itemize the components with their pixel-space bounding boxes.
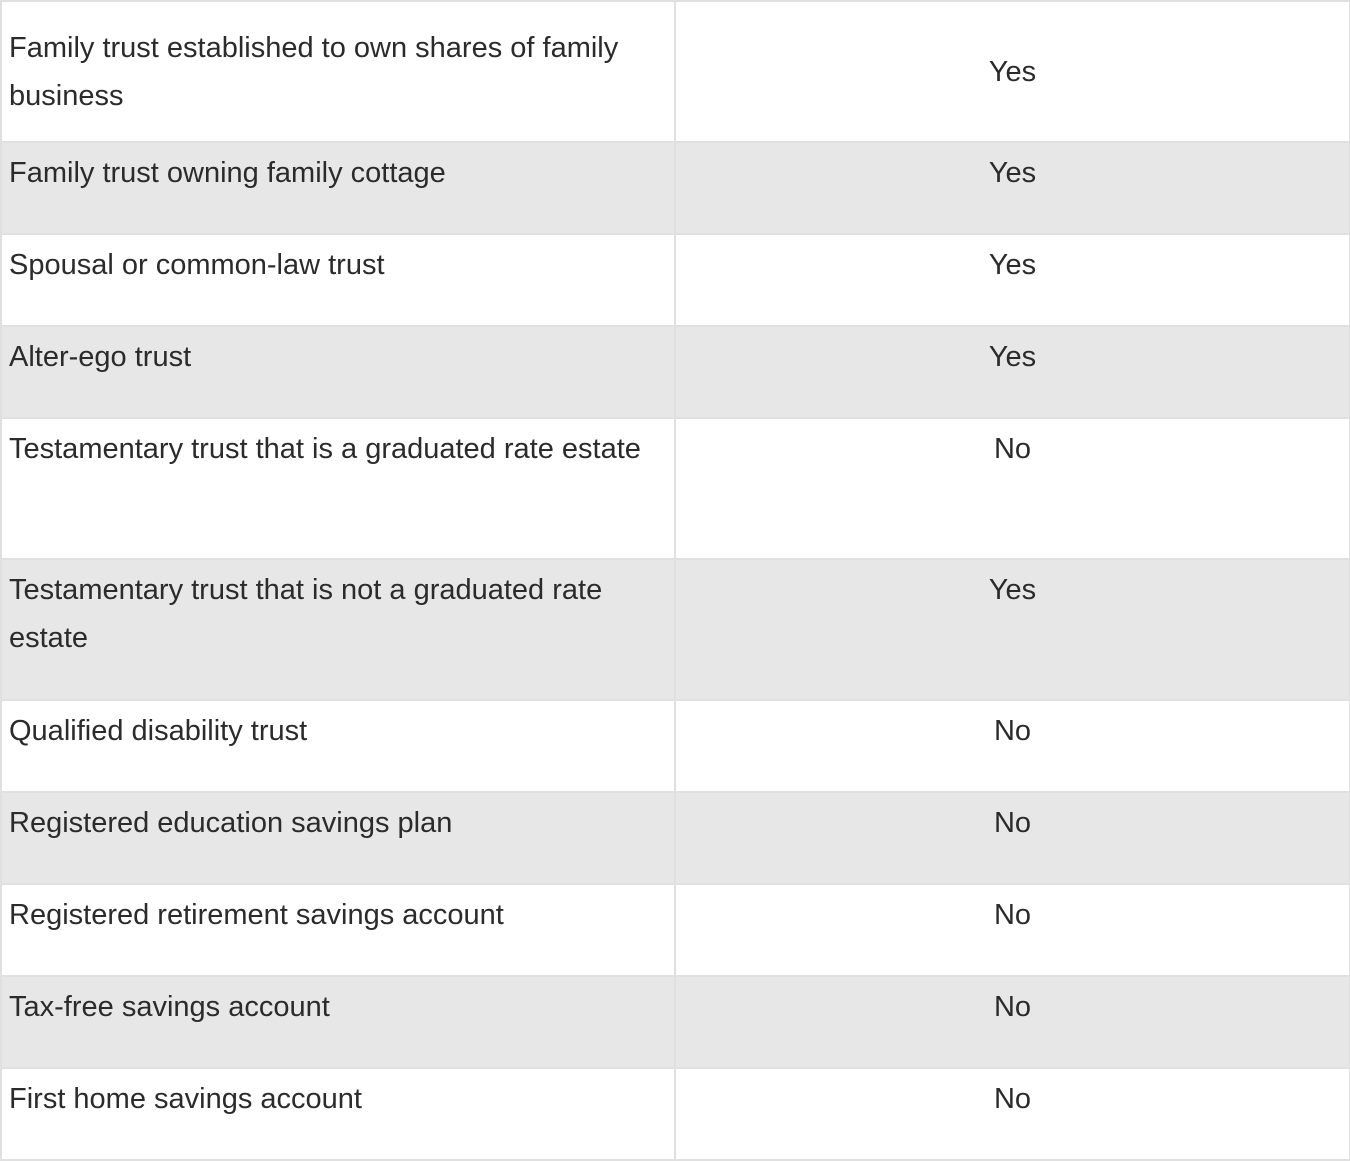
table-row: Registered education savings plan No xyxy=(0,791,1350,885)
row-value: No xyxy=(674,699,1350,793)
table-row: First home savings account No xyxy=(0,1067,1350,1161)
row-value: No xyxy=(674,1067,1350,1161)
row-label: Spousal or common-law trust xyxy=(0,233,676,327)
row-label: Testamentary trust that is a graduated r… xyxy=(0,417,676,560)
row-label: Tax-free savings account xyxy=(0,975,676,1069)
table-row: Registered retirement savings account No xyxy=(0,883,1350,977)
row-label: Qualified disability trust xyxy=(0,699,676,793)
table-row: Alter-ego trust Yes xyxy=(0,325,1350,419)
table-row: Tax-free savings account No xyxy=(0,975,1350,1069)
table-row: Testamentary trust that is a graduated r… xyxy=(0,417,1350,560)
row-label: Family trust owning family cottage xyxy=(0,141,676,235)
row-value: No xyxy=(674,883,1350,977)
row-value: Yes xyxy=(674,0,1350,143)
table-row: Family trust owning family cottage Yes xyxy=(0,141,1350,235)
row-label: Registered education savings plan xyxy=(0,791,676,885)
row-value: Yes xyxy=(674,558,1350,701)
row-label: Family trust established to own shares o… xyxy=(0,0,676,143)
row-value: No xyxy=(674,791,1350,885)
row-label: Registered retirement savings account xyxy=(0,883,676,977)
row-value: No xyxy=(674,975,1350,1069)
table-row: Family trust established to own shares o… xyxy=(0,0,1350,143)
row-value: Yes xyxy=(674,141,1350,235)
table-row: Testamentary trust that is not a graduat… xyxy=(0,558,1350,701)
row-label: First home savings account xyxy=(0,1067,676,1161)
table-row: Spousal or common-law trust Yes xyxy=(0,233,1350,327)
row-value: No xyxy=(674,417,1350,560)
table-row: Qualified disability trust No xyxy=(0,699,1350,793)
row-label: Testamentary trust that is not a graduat… xyxy=(0,558,676,701)
row-value: Yes xyxy=(674,233,1350,327)
row-label: Alter-ego trust xyxy=(0,325,676,419)
row-value: Yes xyxy=(674,325,1350,419)
